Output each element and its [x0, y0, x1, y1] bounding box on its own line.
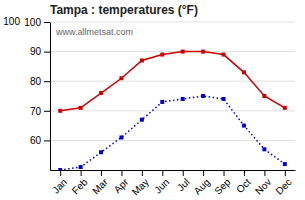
grid-line: [50, 140, 295, 141]
marker: [119, 76, 123, 80]
x-tick-label: Dec: [273, 176, 293, 196]
x-tick-label: Nov: [253, 176, 273, 196]
y-axis: 60 70 80 90 100: [24, 17, 50, 171]
y-tick-mark: [44, 81, 50, 82]
y-tick: 90: [30, 46, 50, 57]
marker: [119, 135, 123, 139]
marker: [99, 150, 103, 154]
x-tick-mark: [81, 170, 82, 176]
x-tick-label: Aug: [192, 176, 212, 196]
x-tick: Mar: [90, 170, 110, 196]
y-tick-mark: [44, 52, 50, 53]
y-tick: 100: [24, 17, 50, 28]
x-tick: May: [130, 170, 151, 198]
marks: [58, 50, 287, 170]
y-tick-mark: [44, 22, 50, 23]
grid-line: [50, 81, 295, 82]
x-tick-mark: [142, 170, 143, 176]
x-tick: Feb: [70, 170, 90, 196]
series-line: [60, 52, 285, 111]
y-axis-line: [50, 23, 51, 171]
x-tick: Jun: [152, 170, 171, 196]
marker: [181, 50, 185, 54]
x-tick-label: Oct: [234, 176, 253, 195]
marker: [58, 168, 62, 170]
x-tick-label: Feb: [70, 176, 90, 196]
y-tick-label: 90: [30, 46, 42, 57]
marker: [160, 100, 164, 104]
series-line: [60, 96, 285, 170]
x-tick-mark: [60, 170, 61, 176]
x-tick-label: Jan: [50, 176, 69, 195]
marker: [201, 94, 205, 98]
grid-line: [50, 110, 295, 111]
x-tick-mark: [162, 170, 163, 176]
y-tick-label: 60: [30, 135, 42, 146]
x-tick-label: Apr: [112, 176, 131, 195]
marker: [181, 97, 185, 101]
x-tick-label: Sep: [212, 176, 233, 197]
grid: [50, 22, 295, 140]
marker: [99, 91, 103, 95]
marker: [140, 118, 144, 122]
x-tick: Apr: [112, 170, 131, 195]
y-tick: 80: [30, 76, 50, 87]
x-tick: Oct: [234, 170, 253, 195]
x-tick: Sep: [212, 170, 233, 197]
marker: [58, 109, 62, 113]
x-tick-mark: [244, 170, 245, 176]
marker: [262, 94, 266, 98]
x-tick-mark: [264, 170, 265, 176]
x-tick: Dec: [273, 170, 293, 197]
x-tick-label: Jun: [152, 176, 171, 195]
grid-line: [50, 22, 295, 23]
x-tick-mark: [101, 170, 102, 176]
x-tick: Jul: [175, 170, 192, 193]
x-axis: JanFebMarAprMayJunJulAugSepOctNovDec: [50, 170, 295, 198]
marker: [79, 165, 83, 169]
y-tick-label: 70: [30, 106, 42, 117]
x-tick-mark: [203, 170, 204, 176]
y-tick-label: 80: [30, 76, 42, 87]
marker: [222, 97, 226, 101]
x-tick-label: May: [130, 176, 151, 197]
series: [58, 50, 287, 113]
marker: [201, 50, 205, 54]
annotation: 100: [3, 16, 20, 27]
y-tick-mark: [44, 111, 50, 112]
marker: [140, 58, 144, 62]
x-tick: Nov: [253, 170, 273, 197]
marker: [283, 162, 287, 166]
y-tick: 70: [30, 106, 50, 117]
x-tick-mark: [224, 170, 225, 176]
x-tick-label: Mar: [90, 176, 110, 196]
marker: [222, 53, 226, 57]
marker: [262, 147, 266, 151]
chart: 60 70 80 90 100 JanFebMarAprMayJunJulAugSepOc…: [0, 0, 305, 200]
x-tick: Aug: [192, 170, 212, 197]
title: Tampa : temperatures (°F): [50, 3, 198, 17]
y-tick-label: 100: [24, 17, 41, 28]
x-tick-mark: [121, 170, 122, 176]
series: [58, 94, 287, 170]
marker: [242, 124, 246, 128]
watermark: www.allmetsat.com: [55, 27, 133, 37]
marker: [242, 70, 246, 74]
x-axis-line: [51, 170, 296, 171]
x-tick-label: Jul: [175, 176, 192, 193]
y-tick-mark: [44, 140, 50, 141]
grid-line: [50, 51, 295, 52]
marker: [283, 106, 287, 110]
marker: [79, 106, 83, 110]
y-tick: 60: [30, 135, 50, 146]
x-tick: Jan: [50, 170, 69, 196]
plot: 60 70 80 90 100 JanFebMarAprMayJunJulAugSepOc…: [3, 16, 295, 197]
x-tick-mark: [285, 170, 286, 176]
x-tick-mark: [183, 170, 184, 176]
marker: [160, 53, 164, 57]
